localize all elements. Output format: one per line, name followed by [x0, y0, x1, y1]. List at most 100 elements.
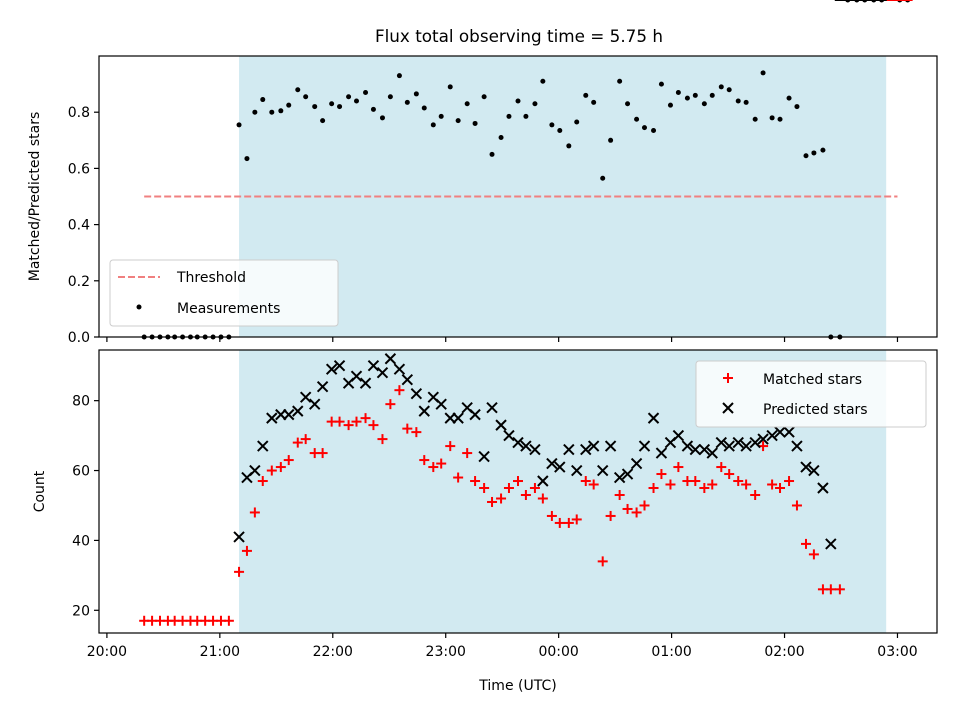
matched-star-point [503, 483, 514, 494]
ratio-panel: 0.00.20.40.60.8 Matched/Predicted stars … [27, 0, 938, 346]
measurement-point [244, 156, 250, 162]
legend-predicted-label: Predicted stars [763, 402, 868, 418]
matched-star-point [249, 507, 260, 518]
matched-star-point [394, 385, 405, 396]
matched-star-point [292, 437, 303, 448]
measurement-point [617, 78, 623, 84]
predicted-star-point [520, 440, 532, 452]
predicted-star-point [452, 412, 464, 424]
predicted-star-point [655, 447, 668, 459]
ratio-y-axis-label: Matched/Predicted stars [27, 112, 43, 282]
measurement-point [709, 92, 715, 98]
matched-star-point [631, 507, 642, 518]
ratio-y-tick-label: 0.0 [68, 330, 90, 346]
predicted-star-point [638, 440, 651, 452]
predicted-star-point [333, 360, 346, 372]
predicted-star-point [512, 436, 524, 449]
matched-star-point [656, 469, 667, 480]
legend-measurements-label: Measurements [177, 301, 280, 317]
predicted-star-point [647, 412, 660, 424]
matched-star-point [257, 476, 268, 487]
predicted-star-point [529, 443, 541, 456]
matched-star-point [368, 420, 379, 431]
predicted-star-point [283, 408, 295, 421]
legend-matched-marker [723, 373, 733, 383]
measurement-point [312, 104, 318, 110]
predicted-star-point [580, 443, 592, 456]
measurement-point [811, 150, 817, 156]
measurement-point [658, 81, 664, 87]
matched-star-point [724, 469, 735, 480]
measurement-point [447, 84, 453, 90]
measurement-point [743, 99, 749, 105]
predicted-star-point [486, 401, 498, 414]
matched-star-point [639, 500, 650, 511]
predicted-star-point [808, 464, 820, 477]
x-tick-label: 20:00 [87, 644, 127, 660]
ratio-y-tick-label: 0.4 [68, 218, 90, 234]
count-legend: Matched stars Predicted stars [695, 360, 927, 428]
predicted-star-point [740, 440, 752, 452]
legend-matched-label: Matched stars [763, 372, 862, 388]
matched-star-point [614, 489, 625, 500]
matched-star-point [800, 538, 811, 549]
predicted-star-point [630, 457, 643, 470]
predicted-star-point [587, 440, 600, 452]
matched-star-point [479, 483, 490, 494]
predicted-star-point [783, 426, 795, 438]
predicted-star-point [418, 405, 430, 417]
predicted-star-point [233, 531, 245, 543]
predicted-star-point [563, 443, 575, 456]
measurement-point [651, 127, 657, 133]
measurement-point [421, 105, 427, 111]
measurement-point [718, 84, 724, 90]
matched-star-point [317, 448, 328, 459]
matched-star-point [588, 479, 599, 490]
predicted-star-point [554, 461, 566, 473]
measurement-point [404, 99, 410, 105]
matched-star-point [699, 483, 710, 494]
measurement-point [260, 97, 266, 103]
matched-star-point [462, 448, 473, 459]
matched-star-point [436, 458, 447, 469]
count-legend-box [695, 360, 927, 428]
measurement-point [641, 125, 647, 131]
measurement-point [396, 73, 402, 79]
matched-star-point [334, 416, 345, 427]
matched-star-point [402, 423, 413, 434]
measurement-point [675, 90, 681, 96]
measurement-point [549, 122, 555, 128]
matched-star-point [767, 479, 778, 490]
measurement-point [574, 119, 580, 125]
predicted-star-point [299, 391, 312, 403]
predicted-star-point [791, 440, 803, 452]
measurement-point [430, 122, 436, 128]
matched-star-point [453, 472, 464, 483]
measurement-point [515, 98, 521, 104]
matched-star-point [716, 462, 727, 473]
measurement-point [236, 122, 242, 128]
legend-measurements-swatch [136, 304, 142, 310]
measurement-point [701, 101, 707, 107]
measurement-point [286, 102, 292, 108]
predicted-star-point [350, 370, 363, 382]
matched-star-point [241, 545, 252, 556]
matched-star-point [834, 584, 845, 595]
chart-title: Flux total observing time = 5.75 h [375, 26, 663, 46]
matched-star-point [428, 462, 439, 473]
predicted-star-point [715, 436, 727, 449]
measurement-point [387, 94, 393, 100]
matched-star-point [513, 476, 523, 487]
predicted-star-point [757, 433, 769, 445]
predicted-star-point [800, 461, 812, 473]
predicted-star-point [817, 482, 829, 494]
measurement-point [506, 113, 512, 119]
matched-star-point [283, 455, 294, 466]
measurement-point [760, 70, 766, 76]
x-tick-label: 22:00 [313, 644, 353, 660]
measurement-point [625, 101, 631, 107]
matched-star-point [266, 465, 277, 476]
measurement-point [363, 90, 369, 96]
matched-star-point [750, 489, 761, 500]
